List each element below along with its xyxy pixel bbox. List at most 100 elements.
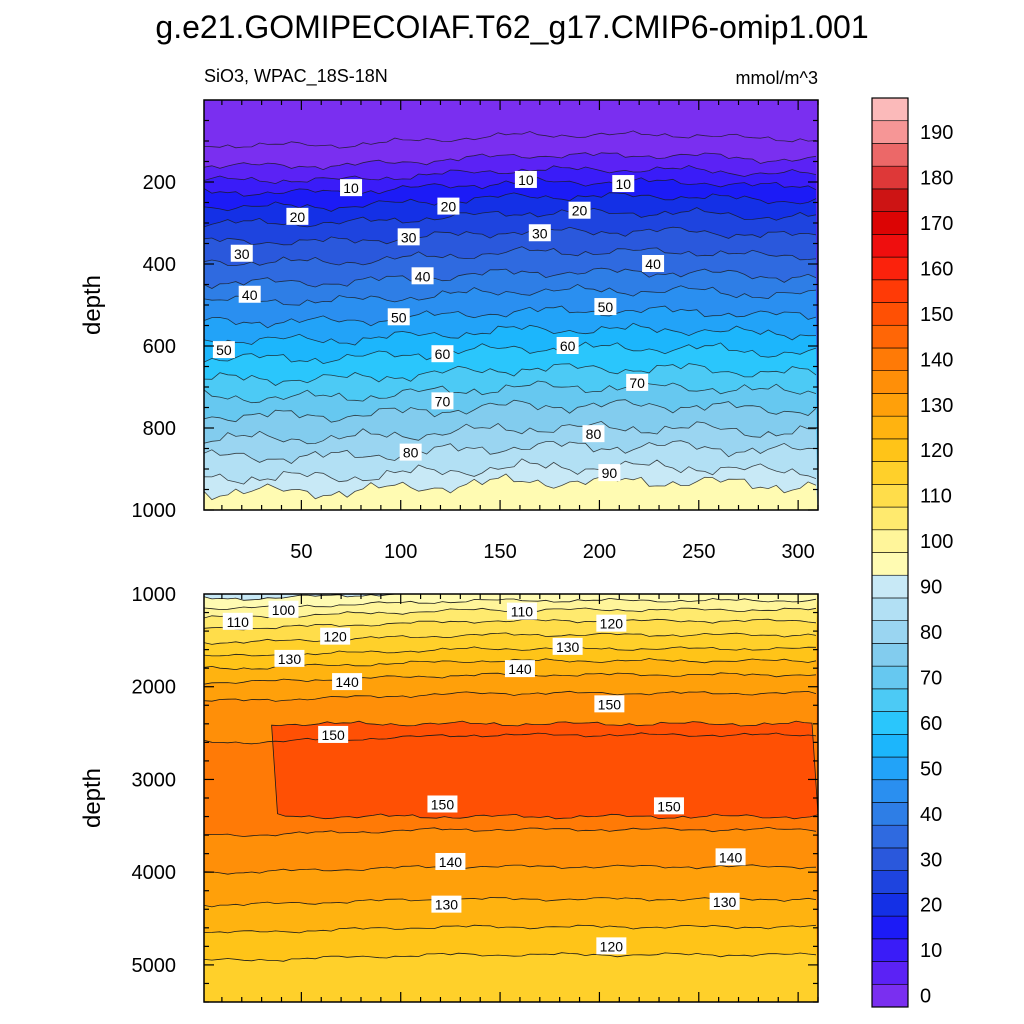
lower-panel-x-ticks	[221, 594, 819, 1002]
contour-label: 40	[238, 285, 261, 303]
lower-y-axis-label: depth	[79, 768, 106, 828]
contour-label: 20	[286, 207, 309, 225]
colorbar-swatch	[871, 211, 909, 235]
contour-label: 40	[411, 267, 434, 285]
contour-label: 50	[212, 341, 235, 359]
contour-label-text: 30	[532, 225, 548, 241]
upper-contour-line	[204, 226, 817, 246]
upper-contour-line	[204, 363, 817, 386]
upper-contour-line	[204, 458, 817, 485]
colorbar: 0 10 20 30 40 50 60 70 80 90 100 110 120 130 140 150 160…	[871, 97, 953, 1008]
colorbar-tick-label: 0	[920, 986, 931, 1008]
colorbar-swatch	[871, 802, 909, 826]
contour-label: 140	[715, 848, 746, 866]
contour-label-box	[387, 308, 410, 326]
contour-label-box	[332, 673, 363, 691]
contour-label: 30	[397, 228, 420, 246]
upper-contour-line	[204, 177, 817, 197]
lower-contour-line	[204, 618, 817, 631]
y-tick-label: 200	[143, 172, 176, 194]
lower-contour-line	[204, 690, 817, 702]
units-label: mmol/m^3	[736, 68, 818, 88]
y-tick-label: 4000	[132, 862, 177, 884]
x-tick-label: 100	[384, 541, 417, 563]
lower-contour-line	[204, 646, 817, 658]
lower-panel-contour-labels: 100 110 110 120 120 130 130 140 140 150 150 150 150 1…	[222, 600, 746, 955]
contour-label-text: 10	[615, 176, 631, 192]
contour-label-box	[596, 614, 627, 632]
upper-y-axis-label: depth	[79, 275, 106, 335]
contour-label-box	[431, 895, 462, 913]
colorbar-swatch	[871, 711, 909, 735]
contour-label: 140	[504, 660, 535, 678]
contour-label: 50	[594, 298, 617, 316]
contour-label-text: 70	[435, 393, 451, 409]
contour-label-text: 120	[600, 938, 624, 954]
contour-label-text: 40	[415, 268, 431, 284]
contour-label-text: 60	[435, 346, 451, 362]
contour-label-text: 140	[335, 674, 359, 690]
colorbar-tick-label: 170	[920, 213, 953, 235]
colorbar-swatch	[871, 506, 909, 531]
contour-label-text: 140	[508, 661, 532, 677]
colorbar-swatch	[871, 234, 909, 258]
contour-label: 60	[431, 345, 454, 363]
contour-label-text: 110	[227, 614, 250, 630]
contour-label-box	[340, 179, 363, 197]
y-tick-label: 800	[143, 418, 176, 440]
contour-label-text: 130	[278, 651, 302, 667]
contour-label-text: 80	[403, 445, 419, 461]
contour-label: 130	[552, 637, 583, 655]
upper-contour-line	[204, 379, 817, 404]
contour-label-text: 140	[719, 849, 743, 865]
colorbar-swatch	[871, 279, 909, 303]
contour-label-text: 70	[629, 375, 645, 391]
contour-label: 100	[268, 600, 299, 618]
contour-label-box	[594, 298, 617, 316]
upper-panel-contour-labels: 10 20 10 10 20 20 30 30 30 40 40 40 50 50 50 60 60 70 70 80…	[212, 170, 665, 482]
lower-core-contour	[271, 720, 818, 820]
contour-label: 10	[340, 179, 363, 197]
lower-contour-line	[204, 632, 817, 645]
x-tick-label: 250	[682, 541, 715, 563]
contour-label-text: 120	[600, 616, 624, 632]
colorbar-swatch	[871, 97, 909, 122]
colorbar-swatch	[871, 665, 909, 690]
colorbar-swatch	[871, 324, 909, 349]
colorbar-tick-label: 110	[920, 486, 952, 508]
contour-label-box	[642, 255, 665, 272]
contour-label-box	[286, 207, 309, 225]
contour-label-text: 100	[272, 602, 296, 618]
x-tick-label: 300	[781, 541, 814, 563]
lower-contour-line	[204, 597, 817, 610]
y-tick-label: 1000	[132, 584, 177, 606]
contour-label-box	[318, 725, 349, 743]
contour-label-text: 30	[234, 246, 250, 262]
colorbar-tick-label: 180	[920, 168, 953, 190]
colorbar-swatch	[871, 938, 909, 962]
chart-title: g.e21.GOMIPECOIAF.T62_g17.CMIP6-omip1.00…	[155, 9, 868, 45]
colorbar-swatch	[871, 438, 909, 462]
contour-label-text: 110	[511, 604, 534, 620]
colorbar-swatch	[871, 756, 909, 781]
contour-label-box	[399, 443, 422, 461]
contour-label-text: 50	[216, 342, 232, 358]
contour-label: 50	[387, 308, 410, 326]
contour-label: 40	[642, 255, 665, 272]
contour-label-text: 50	[391, 309, 407, 325]
contour-label-box	[612, 175, 635, 193]
contour-label-box	[594, 695, 625, 713]
contour-label: 140	[332, 673, 363, 691]
colorbar-swatch	[871, 347, 909, 372]
y-tick-label: 2000	[132, 677, 177, 699]
contour-label-text: 20	[441, 199, 457, 215]
contour-label: 80	[582, 425, 605, 443]
lower-contour-line	[204, 952, 817, 962]
colorbar-tick-label: 130	[920, 395, 953, 417]
colorbar-tick-label: 40	[920, 804, 942, 826]
contour-label-box	[431, 392, 454, 410]
contour-label-text: 140	[439, 854, 463, 870]
contour-label-text: 10	[518, 172, 534, 188]
colorbar-swatch	[871, 688, 909, 712]
